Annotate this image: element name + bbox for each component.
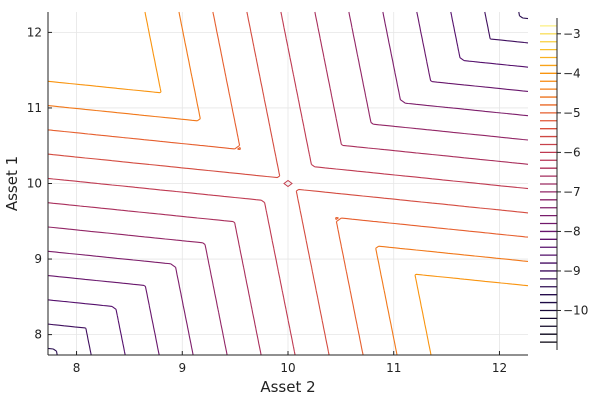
y-tick-label: 8	[34, 328, 42, 342]
center-contour	[283, 179, 293, 188]
x-tick-label: 9	[178, 361, 186, 375]
contour-line	[47, 11, 529, 356]
contour-line	[47, 11, 529, 356]
colorbar-tick-label: −8	[563, 224, 581, 238]
colorbar-tick-label: −10	[563, 303, 588, 317]
contour-line	[47, 11, 529, 356]
y-tick-label: 11	[27, 101, 42, 115]
y-tick-label: 12	[27, 25, 42, 39]
y-tick-label: 10	[27, 177, 42, 191]
contour-line	[47, 11, 529, 356]
grid-lines	[48, 12, 528, 355]
y-axis-ticks: 8 9 10 11 12	[27, 25, 52, 342]
y-axis-label: Asset 1	[3, 156, 21, 211]
contour-line	[47, 11, 529, 356]
x-axis-label: Asset 2	[260, 378, 315, 396]
y-tick-label: 9	[34, 252, 42, 266]
contour-line	[47, 11, 529, 356]
contour-line	[47, 11, 529, 356]
contour-line	[47, 11, 529, 356]
contour-line	[47, 11, 529, 356]
colorbar-tick-label: −7	[563, 185, 581, 199]
colorbar-tick-label: −6	[563, 145, 581, 159]
x-tick-label: 8	[73, 361, 81, 375]
x-tick-label: 11	[386, 361, 401, 375]
colorbar-tick-label: −9	[563, 264, 581, 278]
x-axis-ticks: 8 9 10 11 12	[73, 351, 507, 375]
colorbar-tick-label: −5	[563, 106, 581, 120]
colorbar-tick-label: −3	[563, 27, 581, 41]
contour-line	[47, 11, 529, 356]
colorbar: −3 −4 −5 −6 −7 −8 −9 −10	[540, 18, 588, 350]
contour-line	[47, 11, 529, 356]
x-tick-label: 12	[492, 361, 507, 375]
contour-line	[47, 11, 529, 356]
x-tick-label: 10	[280, 361, 295, 375]
colorbar-tick-label: −4	[563, 66, 581, 80]
contour-lines	[47, 11, 529, 356]
